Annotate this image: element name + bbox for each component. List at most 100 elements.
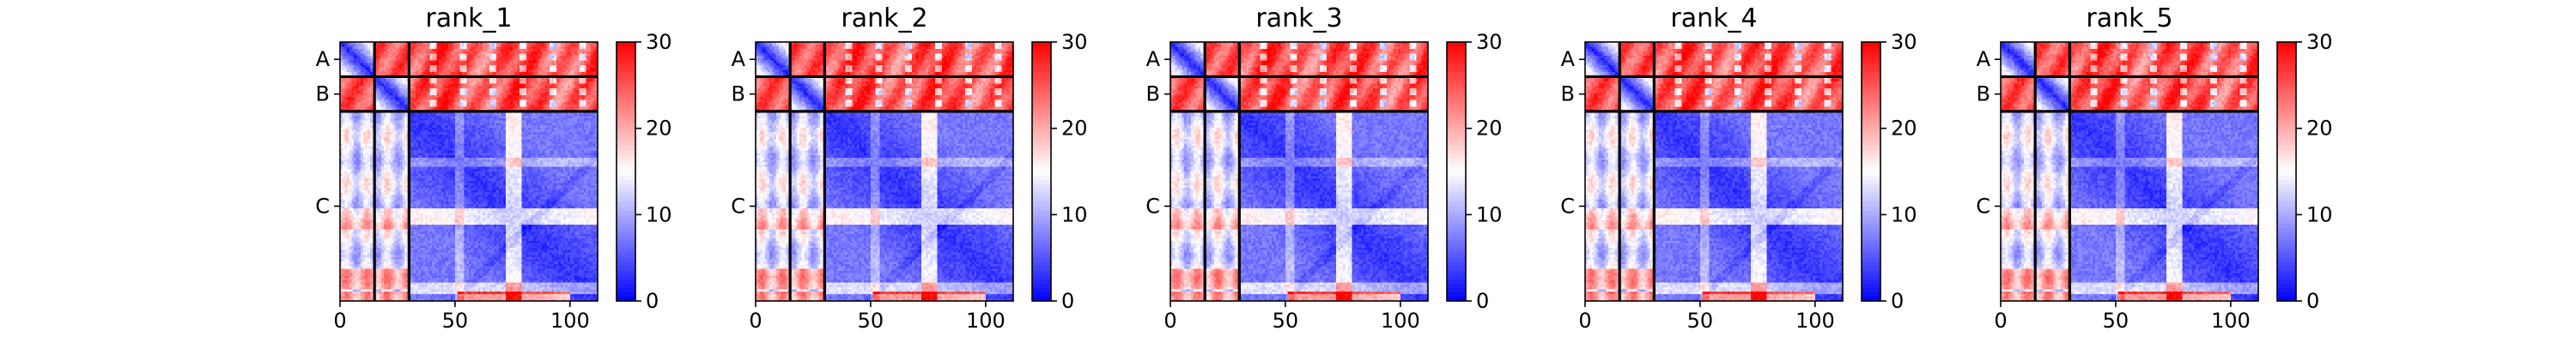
heatmap-cell <box>499 88 501 91</box>
heatmap-cell <box>536 51 538 54</box>
heatmap-cell <box>524 51 526 54</box>
heatmap-cell <box>524 65 526 68</box>
heatmap-cell <box>370 46 373 49</box>
heatmap-cell <box>398 45 400 47</box>
heatmap-cell <box>526 53 529 56</box>
heatmap-cell <box>533 56 536 58</box>
heatmap-cell <box>513 65 515 68</box>
heatmap-cell <box>422 91 425 93</box>
heatmap-cell <box>446 51 448 54</box>
heatmap-cell <box>416 53 418 56</box>
heatmap-cell <box>411 53 414 56</box>
heatmap-cell <box>377 56 380 58</box>
heatmap-cell <box>570 81 573 84</box>
heatmap-cell <box>508 79 511 81</box>
heatmap-cell <box>510 65 513 68</box>
heatmap-cell <box>544 45 547 47</box>
heatmap-cell <box>471 49 474 51</box>
heatmap-cell <box>515 45 518 47</box>
heatmap-cell <box>506 51 508 54</box>
heatmap-cell <box>344 65 347 68</box>
heatmap-cell <box>414 68 416 70</box>
heatmap-cell <box>540 49 543 51</box>
heatmap-cell <box>577 65 580 68</box>
heatmap-cell <box>422 72 425 75</box>
heatmap-cell <box>519 81 522 84</box>
heatmap-cell <box>395 86 398 88</box>
heatmap-cell <box>471 51 474 54</box>
heatmap-cell <box>351 49 354 51</box>
heatmap-cell <box>483 45 485 47</box>
heatmap-cell <box>437 72 440 75</box>
heatmap-cell <box>503 79 506 81</box>
heatmap-cell <box>558 46 561 49</box>
heatmap-cell <box>377 84 380 87</box>
heatmap-cell <box>524 79 526 81</box>
heatmap-cell <box>448 56 451 58</box>
heatmap-cell <box>588 69 591 72</box>
heatmap-cell <box>473 61 476 63</box>
heatmap-cell <box>453 56 455 58</box>
heatmap-cell <box>429 51 432 54</box>
heatmap-cell <box>381 68 384 70</box>
heatmap-cell <box>455 84 458 87</box>
heatmap-cell <box>543 72 545 75</box>
heatmap-cell <box>384 58 386 61</box>
heatmap-cell <box>465 56 467 58</box>
heatmap-cell <box>365 65 368 68</box>
heatmap-cell <box>395 93 398 95</box>
heatmap-cell <box>448 69 451 72</box>
heatmap-cell <box>544 61 547 63</box>
heatmap-cell <box>381 58 384 61</box>
heatmap-cell <box>494 61 496 63</box>
heatmap-cell <box>531 65 533 68</box>
heatmap-cell <box>363 46 366 49</box>
heatmap-cell <box>380 69 382 72</box>
heatmap-cell <box>418 81 421 84</box>
heatmap-cell <box>381 81 384 84</box>
heatmap-cell <box>437 81 440 84</box>
heatmap-cell <box>363 72 366 75</box>
heatmap-cell <box>544 91 547 93</box>
heatmap-cell <box>524 69 526 72</box>
heatmap-cell <box>414 72 416 75</box>
heatmap-cell <box>365 63 368 65</box>
heatmap-cell <box>485 46 488 49</box>
heatmap-cell <box>370 56 373 58</box>
heatmap-cell <box>354 81 356 84</box>
heatmap-cell <box>570 72 573 75</box>
heatmap-cell <box>398 51 400 54</box>
heatmap-cell <box>503 45 506 47</box>
heatmap-cell <box>404 61 407 63</box>
heatmap-cell <box>380 84 382 87</box>
heatmap-cell <box>421 86 423 88</box>
heatmap-cell <box>496 88 499 91</box>
heatmap-cell <box>448 65 451 68</box>
heatmap-cell <box>368 56 370 58</box>
heatmap-cell <box>361 93 363 95</box>
heatmap-cell <box>425 79 428 81</box>
heatmap-cell <box>496 56 499 58</box>
heatmap-cell <box>432 84 434 87</box>
heatmap-cell <box>473 65 476 68</box>
heatmap-cell <box>365 93 368 95</box>
heatmap-cell <box>577 63 580 65</box>
heatmap-cell <box>391 51 393 54</box>
heatmap-cell <box>370 81 373 84</box>
heatmap-cell <box>422 61 425 63</box>
heatmap-cell <box>453 65 455 68</box>
heatmap-cell <box>480 63 483 65</box>
heatmap-cell <box>540 53 543 56</box>
heatmap-cell <box>480 86 483 88</box>
heatmap-cell <box>577 56 580 58</box>
heatmap-cell <box>485 49 488 51</box>
heatmap-cell <box>538 46 540 49</box>
heatmap-cell <box>404 88 407 91</box>
heatmap-cell <box>591 69 593 72</box>
heatmap-cell <box>349 91 352 93</box>
heatmap-cell <box>494 86 496 88</box>
heatmap-cell <box>451 53 453 56</box>
heatmap-cell <box>480 65 483 68</box>
heatmap-cell <box>439 61 441 63</box>
heatmap-cell <box>377 81 380 84</box>
